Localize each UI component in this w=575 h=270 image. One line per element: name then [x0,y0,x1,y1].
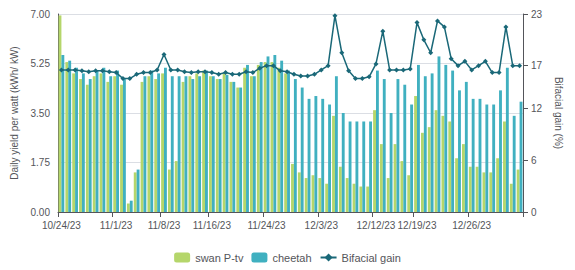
svg-text:11/8/23: 11/8/23 [148,220,181,231]
svg-text:Bifacial gain: Bifacial gain [342,252,401,264]
svg-text:1.75: 1.75 [31,157,51,168]
svg-text:11/24/23: 11/24/23 [247,220,286,231]
svg-text:5.25: 5.25 [31,58,51,69]
svg-text:6: 6 [531,155,537,166]
svg-text:0: 0 [531,207,537,218]
svg-text:12: 12 [531,103,543,114]
svg-text:12/3/23: 12/3/23 [305,220,339,231]
svg-text:0.00: 0.00 [31,207,51,218]
svg-text:12/12/23: 12/12/23 [357,220,396,231]
svg-text:12/26/23: 12/26/23 [452,220,491,231]
svg-text:11/1/23: 11/1/23 [100,220,133,231]
svg-text:Bifacial gain (%): Bifacial gain (%) [553,77,564,149]
svg-text:10/24/23: 10/24/23 [42,220,81,231]
svg-text:cheetah: cheetah [272,252,311,264]
svg-text:Daily yield per watt (kWh/ kW): Daily yield per watt (kWh/ kW) [9,46,20,179]
svg-text:3.50: 3.50 [31,108,51,119]
svg-text:23: 23 [531,9,543,20]
svg-text:swan P-tv: swan P-tv [195,252,244,264]
svg-text:12/19/23: 12/19/23 [398,220,437,231]
svg-text:7.00: 7.00 [31,9,51,20]
svg-text:17: 17 [531,60,543,71]
svg-text:11/16/23: 11/16/23 [193,220,232,231]
